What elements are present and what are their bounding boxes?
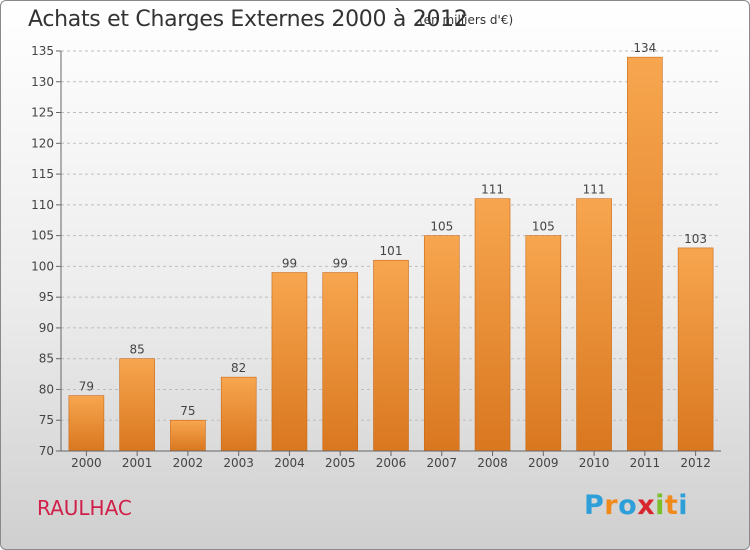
data-label: 103 bbox=[684, 232, 707, 246]
data-label: 79 bbox=[79, 380, 94, 394]
y-tick-label: 95 bbox=[39, 290, 54, 304]
data-label: 111 bbox=[481, 183, 504, 197]
x-tick-label: 2006 bbox=[376, 456, 407, 470]
data-label: 134 bbox=[633, 41, 656, 55]
logo-letter: o bbox=[618, 490, 638, 521]
x-axis: 2000 2001 2002 2003 2004 2005 2006 2007 2008 2009… bbox=[61, 450, 721, 470]
bar bbox=[576, 198, 612, 452]
data-label: 99 bbox=[333, 257, 348, 271]
bar bbox=[170, 419, 206, 452]
bar bbox=[525, 235, 562, 452]
y-tick-label: 130 bbox=[31, 75, 54, 89]
data-label: 101 bbox=[380, 244, 403, 258]
y-tick-label: 100 bbox=[31, 259, 54, 273]
bar bbox=[474, 198, 511, 452]
bar-series: 79 85 75 82 99 99 101 105 111 105 111 134 103 bbox=[68, 41, 714, 452]
chart-title: Achats et Charges Externes 2000 à 2012 bbox=[28, 7, 468, 32]
bar bbox=[322, 272, 359, 452]
x-tick-label: 2000 bbox=[71, 456, 102, 470]
chart-subtitle: (en milliers d'€) bbox=[419, 13, 514, 27]
data-label: 105 bbox=[430, 220, 453, 234]
y-tick-label: 80 bbox=[39, 382, 54, 396]
data-label: 85 bbox=[130, 343, 145, 357]
x-tick-label: 2005 bbox=[325, 456, 356, 470]
proxiti-logo[interactable]: Proxiti bbox=[584, 490, 688, 521]
y-tick-label: 75 bbox=[39, 413, 54, 427]
data-label: 75 bbox=[180, 404, 195, 418]
logo-letter: r bbox=[604, 490, 619, 521]
y-tick-label: 125 bbox=[31, 106, 54, 120]
y-tick-label: 105 bbox=[31, 229, 54, 243]
x-tick-label: 2009 bbox=[528, 456, 559, 470]
logo-letter: t bbox=[664, 490, 679, 521]
bar bbox=[271, 272, 308, 452]
x-tick-label: 2010 bbox=[579, 456, 610, 470]
x-tick-label: 2011 bbox=[630, 456, 661, 470]
bar bbox=[627, 56, 663, 452]
x-tick-label: 2001 bbox=[122, 456, 153, 470]
x-tick-label: 2004 bbox=[274, 456, 305, 470]
bar bbox=[373, 259, 409, 452]
logo-letter: x bbox=[637, 490, 656, 521]
x-tick-label: 2003 bbox=[223, 456, 254, 470]
x-tick-label: 2012 bbox=[680, 456, 711, 470]
data-label: 111 bbox=[583, 183, 606, 197]
logo-letter: i bbox=[655, 490, 665, 521]
logo-letter: i bbox=[678, 490, 689, 521]
bar bbox=[119, 358, 155, 452]
y-tick-label: 115 bbox=[31, 167, 54, 181]
y-tick-label: 85 bbox=[39, 352, 54, 366]
logo-letter: P bbox=[584, 490, 605, 521]
x-tick-label: 2002 bbox=[173, 456, 204, 470]
y-axis: 70 75 80 85 90 95 100 105 110 115 120 125 130 135 bbox=[31, 44, 62, 458]
data-label: 99 bbox=[282, 257, 297, 271]
data-label: 105 bbox=[532, 220, 555, 234]
x-tick-label: 2007 bbox=[426, 456, 457, 470]
bar bbox=[423, 235, 460, 452]
place-name: RAULHAC bbox=[37, 496, 132, 520]
y-tick-label: 120 bbox=[31, 136, 54, 150]
y-tick-label: 90 bbox=[39, 321, 54, 335]
bar bbox=[220, 376, 257, 452]
bar bbox=[68, 395, 105, 452]
y-tick-label: 110 bbox=[31, 198, 54, 212]
y-tick-label: 70 bbox=[39, 444, 54, 458]
bar bbox=[677, 247, 714, 452]
y-tick-label: 135 bbox=[31, 44, 54, 58]
data-label: 82 bbox=[231, 361, 246, 375]
x-tick-label: 2008 bbox=[477, 456, 508, 470]
